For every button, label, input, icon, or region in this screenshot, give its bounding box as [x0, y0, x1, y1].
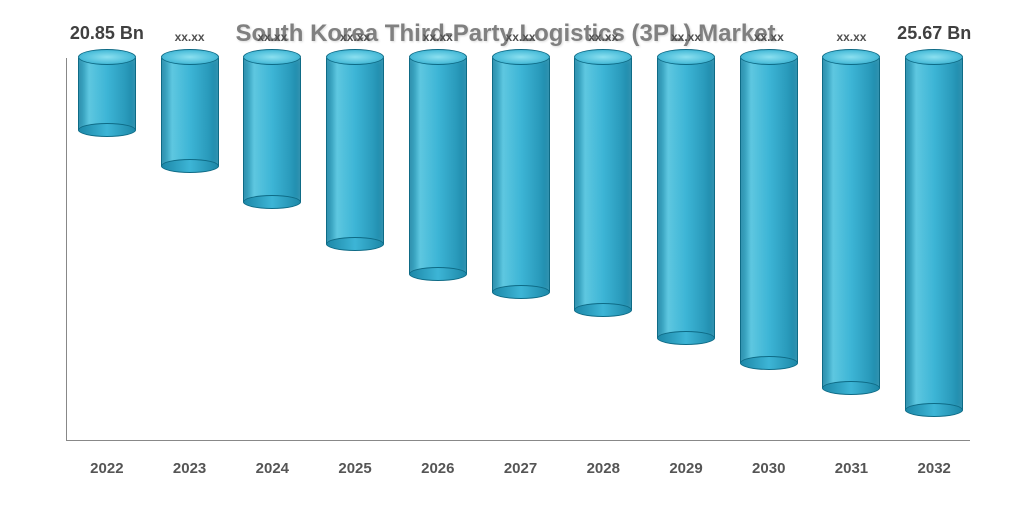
bar-cap-top: [409, 49, 467, 65]
x-axis-label: 2023: [148, 460, 231, 477]
bar-slot: xx.xx: [231, 58, 314, 435]
bar-cap-bottom: [574, 303, 632, 317]
bar-front: [78, 58, 136, 130]
bar-front: [657, 58, 715, 338]
chart-container: South Korea Third-Party Logistics (3PL) …: [0, 0, 1011, 525]
bar-slot: xx.xx: [562, 58, 645, 435]
x-axis-label: 2031: [810, 460, 893, 477]
bar-cap-top: [574, 49, 632, 65]
bar-front: [326, 58, 384, 244]
bar: xx.xx: [326, 58, 384, 244]
bar-slot: xx.xx: [396, 58, 479, 435]
bar-cap-bottom: [657, 331, 715, 345]
bar-slot: 20.85 Bn: [66, 58, 149, 435]
bar-value-label: xx.xx: [671, 30, 701, 44]
bar-slot: xx.xx: [314, 58, 397, 435]
bar-cap-top: [326, 49, 384, 65]
bar: 25.67 Bn: [905, 58, 963, 410]
bar-front: [822, 58, 880, 388]
bar-slot: xx.xx: [645, 58, 728, 435]
bar-front: [161, 58, 219, 166]
bar-value-label: xx.xx: [506, 30, 536, 44]
bar: xx.xx: [492, 58, 550, 292]
bar-front: [492, 58, 550, 292]
x-axis-label: 2030: [727, 460, 810, 477]
bar-value-label: xx.xx: [836, 30, 866, 44]
bar-value-label: xx.xx: [257, 30, 287, 44]
bar: xx.xx: [822, 58, 880, 388]
bar-front: [574, 58, 632, 310]
x-axis-label: 2024: [231, 460, 314, 477]
bars-wrapper: 20.85 Bn xx.xx xx.xx xx.xx xx.xx xx.xx xx.xx xx…: [66, 58, 976, 435]
bar-cap-top: [243, 49, 301, 65]
bar-cap-bottom: [822, 381, 880, 395]
x-axis-label: 2022: [66, 460, 149, 477]
bar: xx.xx: [574, 58, 632, 310]
bar-value-label: 25.67 Bn: [897, 23, 971, 44]
bar-value-label: 20.85 Bn: [70, 23, 144, 44]
bar: xx.xx: [243, 58, 301, 202]
x-axis-labels: 2022202320242025202620272028202920302031…: [66, 460, 976, 477]
x-axis-label: 2026: [396, 460, 479, 477]
bar-slot: xx.xx: [479, 58, 562, 435]
bar-cap-top: [905, 49, 963, 65]
x-axis-label: 2028: [562, 460, 645, 477]
bar: xx.xx: [657, 58, 715, 338]
bar: xx.xx: [161, 58, 219, 166]
bar: 20.85 Bn: [78, 58, 136, 130]
x-axis-line: [66, 440, 970, 441]
bar: xx.xx: [409, 58, 467, 274]
bar-value-label: xx.xx: [588, 30, 618, 44]
bar-cap-top: [78, 49, 136, 65]
bar-value-label: xx.xx: [754, 30, 784, 44]
bar: xx.xx: [740, 58, 798, 363]
bar-front: [740, 58, 798, 363]
x-axis-label: 2025: [314, 460, 397, 477]
bar-front: [409, 58, 467, 274]
bar-cap-bottom: [409, 267, 467, 281]
x-axis-label: 2027: [479, 460, 562, 477]
bar-value-label: xx.xx: [423, 30, 453, 44]
bar-slot: 25.67 Bn: [893, 58, 976, 435]
bar-front: [905, 58, 963, 410]
bar-slot: xx.xx: [148, 58, 231, 435]
bar-cap-bottom: [161, 159, 219, 173]
bar-value-label: xx.xx: [340, 30, 370, 44]
bar-cap-bottom: [243, 195, 301, 209]
bar-cap-bottom: [905, 403, 963, 417]
x-axis-label: 2029: [645, 460, 728, 477]
bar-slot: xx.xx: [727, 58, 810, 435]
bar-cap-bottom: [492, 285, 550, 299]
bar-front: [243, 58, 301, 202]
bar-slot: xx.xx: [810, 58, 893, 435]
bar-cap-bottom: [326, 237, 384, 251]
bar-cap-top: [492, 49, 550, 65]
x-axis-label: 2032: [893, 460, 976, 477]
bar-cap-top: [740, 49, 798, 65]
bar-cap-top: [161, 49, 219, 65]
bar-value-label: xx.xx: [175, 30, 205, 44]
plot-area: 20.85 Bn xx.xx xx.xx xx.xx xx.xx xx.xx xx.xx xx…: [36, 58, 976, 453]
bar-cap-bottom: [78, 123, 136, 137]
bar-cap-bottom: [740, 356, 798, 370]
bar-cap-top: [657, 49, 715, 65]
